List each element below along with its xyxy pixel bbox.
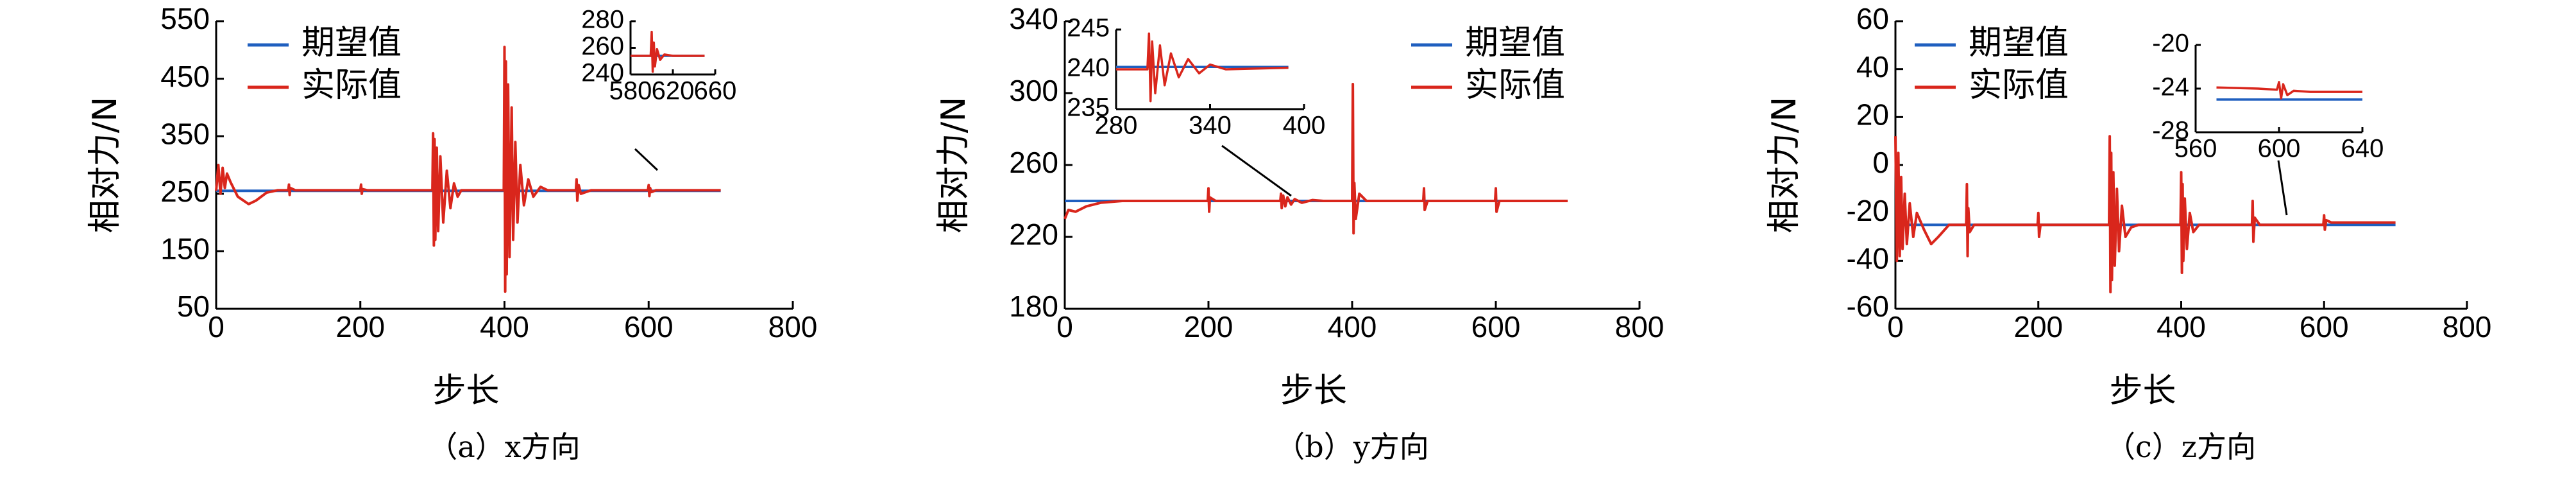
legend-label: 实际值 xyxy=(301,66,402,105)
y-tick-label: 235 xyxy=(1067,94,1110,122)
y-tick-label: 340 xyxy=(1009,2,1058,35)
y-tick-label: -60 xyxy=(1847,290,1889,323)
y-tick-label: 240 xyxy=(1067,54,1110,82)
x-tick-label: 560 xyxy=(2174,135,2217,163)
x-tick-label: 200 xyxy=(2013,310,2063,343)
y-tick-label: 260 xyxy=(581,32,624,60)
y-tick-label: 240 xyxy=(581,59,624,87)
caption: （a）x方向 xyxy=(428,429,580,464)
x-tick-label: 400 xyxy=(480,310,529,343)
y-tick-label: -28 xyxy=(2152,117,2189,145)
series-line xyxy=(1063,83,1568,235)
y-tick-label: 150 xyxy=(160,232,210,266)
x-tick-label: 200 xyxy=(1184,310,1233,343)
y-tick-label: 280 xyxy=(581,6,624,34)
x-tick-label: 0 xyxy=(1056,310,1073,343)
y-tick-label: 0 xyxy=(1872,146,1889,179)
inset-pointer xyxy=(1221,144,1292,197)
legend-label: 期望值 xyxy=(1465,24,1565,62)
y-tick-label: 245 xyxy=(1067,14,1110,42)
x-axis-label: 步长 xyxy=(1280,372,1347,410)
y-tick-label: 220 xyxy=(1009,218,1058,251)
y-tick-label: 40 xyxy=(1856,50,1889,83)
x-tick-label: 620 xyxy=(652,77,695,105)
y-axis-label: 相对力/N xyxy=(1765,97,1804,233)
series-line xyxy=(631,30,705,73)
y-tick-label: 350 xyxy=(160,117,210,150)
series-line xyxy=(1116,32,1289,103)
series-line xyxy=(215,46,721,293)
y-tick-label: 250 xyxy=(160,175,210,208)
caption: （b）y方向 xyxy=(1275,429,1428,464)
y-tick-label: 50 xyxy=(177,290,210,323)
series-line xyxy=(2216,81,2362,100)
legend-label: 期望值 xyxy=(301,24,402,62)
x-tick-label: 400 xyxy=(2157,310,2206,343)
x-tick-label: 400 xyxy=(1283,112,1326,140)
legend-label: 期望值 xyxy=(1969,24,2069,62)
y-tick-label: -20 xyxy=(1847,194,1889,227)
y-tick-label: 180 xyxy=(1009,290,1058,323)
y-tick-label: -40 xyxy=(1847,241,1889,275)
inset-pointer xyxy=(2277,160,2288,216)
x-tick-label: 640 xyxy=(2341,135,2384,163)
x-tick-label: 600 xyxy=(624,310,674,343)
x-axis-label: 步长 xyxy=(432,372,499,410)
y-axis-label: 相对力/N xyxy=(86,97,124,233)
y-tick-label: 300 xyxy=(1009,74,1058,107)
inset-pointer xyxy=(634,148,659,171)
y-tick-label: 20 xyxy=(1856,98,1889,131)
y-tick-label: 260 xyxy=(1009,146,1058,179)
x-tick-label: 600 xyxy=(1471,310,1521,343)
y-tick-label: -24 xyxy=(2152,73,2189,101)
x-tick-label: 280 xyxy=(1095,112,1138,140)
x-tick-label: 660 xyxy=(694,77,737,105)
x-tick-label: 0 xyxy=(1887,310,1904,343)
legend-label: 实际值 xyxy=(1969,66,2069,105)
x-tick-label: 340 xyxy=(1189,112,1232,140)
x-tick-label: 600 xyxy=(2300,310,2349,343)
x-tick-label: 0 xyxy=(208,310,225,343)
x-tick-label: 200 xyxy=(335,310,385,343)
y-tick-label: 550 xyxy=(160,2,210,35)
y-tick-label: -20 xyxy=(2152,30,2189,58)
x-tick-label: 800 xyxy=(2443,310,2492,343)
y-tick-label: 450 xyxy=(160,60,210,93)
x-tick-label: 800 xyxy=(768,310,818,343)
x-axis-label: 步长 xyxy=(2109,372,2176,410)
x-tick-label: 800 xyxy=(1615,310,1665,343)
y-tick-label: 60 xyxy=(1856,2,1889,35)
legend-label: 实际值 xyxy=(1465,66,1565,105)
series-line xyxy=(1894,135,2396,293)
x-tick-label: 580 xyxy=(609,77,652,105)
y-axis-label: 相对力/N xyxy=(935,97,973,233)
x-tick-label: 400 xyxy=(1328,310,1377,343)
x-tick-label: 600 xyxy=(2258,135,2301,163)
caption: （c）z方向 xyxy=(2106,429,2256,464)
